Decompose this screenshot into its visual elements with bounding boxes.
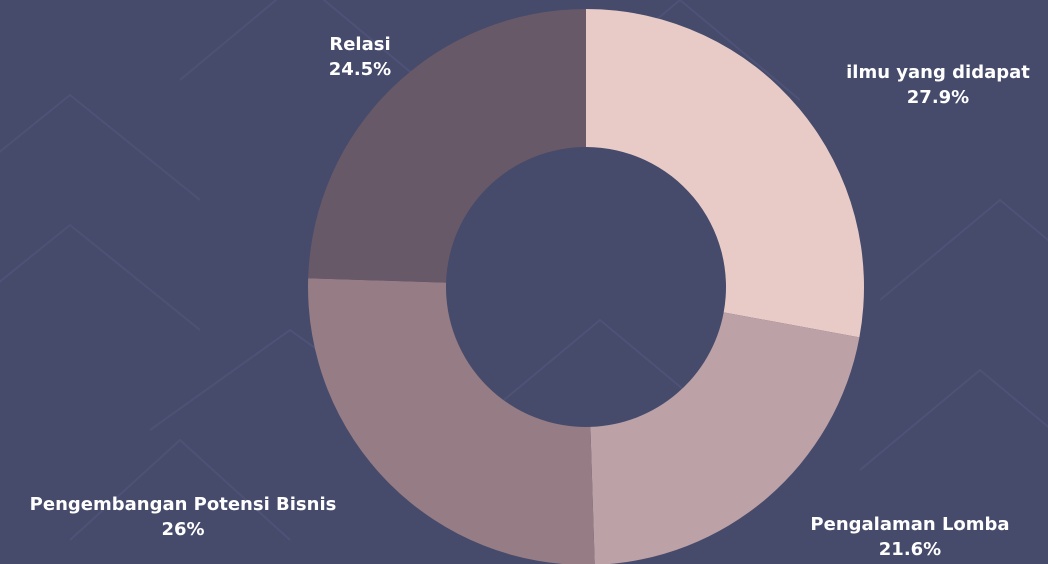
slice-pengalaman-lomba bbox=[590, 312, 860, 564]
slice-ilmu-yang-didapat bbox=[586, 9, 864, 338]
slice-label-ilmu: ilmu yang didapat 27.9% bbox=[846, 60, 1030, 110]
slice-label-name: Pengembangan Potensi Bisnis bbox=[29, 494, 337, 515]
slice-relasi bbox=[308, 9, 586, 283]
slice-label-value: 24.5% bbox=[328, 59, 392, 80]
slice-label-pengalaman: Pengalaman Lomba 21.6% bbox=[810, 512, 1009, 562]
slice-label-name: Relasi bbox=[329, 34, 391, 55]
slice-label-value: 21.6% bbox=[878, 539, 942, 560]
slices-group bbox=[308, 9, 864, 564]
slice-pengembangan-potensi-bisnis bbox=[308, 278, 595, 564]
slice-label-value: 27.9% bbox=[906, 87, 970, 108]
slice-label-relasi: Relasi 24.5% bbox=[329, 32, 391, 82]
slice-label-name: Pengalaman Lomba bbox=[810, 514, 1010, 535]
slice-label-name: ilmu yang didapat bbox=[846, 62, 1030, 83]
slice-label-pengembangan: Pengembangan Potensi Bisnis 26% bbox=[30, 492, 337, 542]
slice-label-value: 26% bbox=[161, 519, 205, 540]
